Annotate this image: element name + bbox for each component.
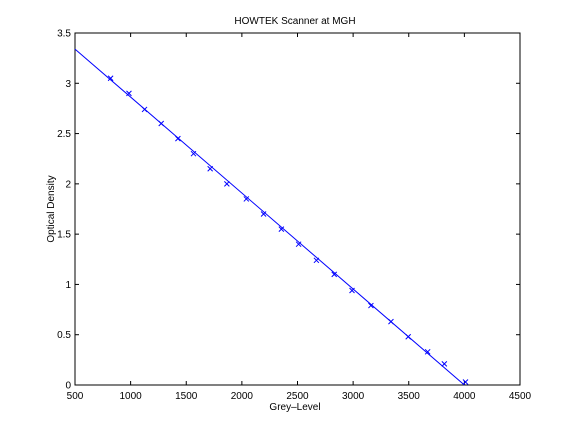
data-point-marker (107, 75, 114, 82)
plot-area: 500 1000 1500 2000 2500 3000 3500 4000 4500 0 0.5 1… (57, 29, 531, 403)
y-tick-label: 2.5 (57, 129, 71, 140)
data-point-marker (368, 302, 374, 309)
y-tick-label: 0.5 (57, 330, 71, 341)
data-point-marker (349, 287, 355, 294)
axes-box (74, 32, 521, 386)
y-tick-label: 3.5 (57, 29, 71, 40)
chart-title: HOWTEK Scanner at MGH (234, 16, 355, 27)
data-point-marker (243, 196, 250, 202)
x-tick-label: 500 (67, 391, 84, 402)
data-point-marker (190, 150, 197, 157)
x-tick-label: 3000 (342, 391, 365, 402)
data-point-marker (405, 333, 412, 340)
data-point-marker (175, 135, 181, 142)
data-point-marker (260, 211, 267, 217)
data-point-marker (331, 271, 338, 278)
y-tick-label: 1 (65, 280, 71, 291)
data-point-marker (278, 226, 285, 232)
data-point-marker (313, 257, 320, 264)
data-point-marker (424, 348, 431, 355)
x-tick-label: 2000 (231, 391, 254, 402)
x-tick-label: 2500 (286, 391, 309, 402)
data-point-marker (141, 106, 148, 113)
data-point-marker (388, 318, 394, 325)
x-tick-label: 4500 (509, 391, 532, 402)
data-point-marker (126, 90, 132, 97)
y-tick-label: 1.5 (57, 230, 71, 241)
y-axis-label: Optical Density (46, 175, 57, 242)
x-axis-label: Grey–Level (269, 402, 320, 413)
y-tick-label: 3 (65, 79, 71, 90)
data-point-marker (207, 165, 214, 172)
data-point-marker (295, 241, 302, 248)
data-point-marker (224, 181, 230, 187)
data-point-marker (441, 361, 448, 367)
x-tick-label: 1000 (120, 391, 143, 402)
x-tick-label: 1500 (175, 391, 198, 402)
x-tick-label: 4000 (453, 391, 476, 402)
y-tick-label: 0 (65, 381, 71, 392)
x-tick-label: 3500 (398, 391, 421, 402)
y-tick-label: 2 (65, 179, 71, 190)
data-point-marker (158, 120, 165, 127)
fit-line (74, 48, 465, 386)
data-point-marker (462, 379, 469, 385)
